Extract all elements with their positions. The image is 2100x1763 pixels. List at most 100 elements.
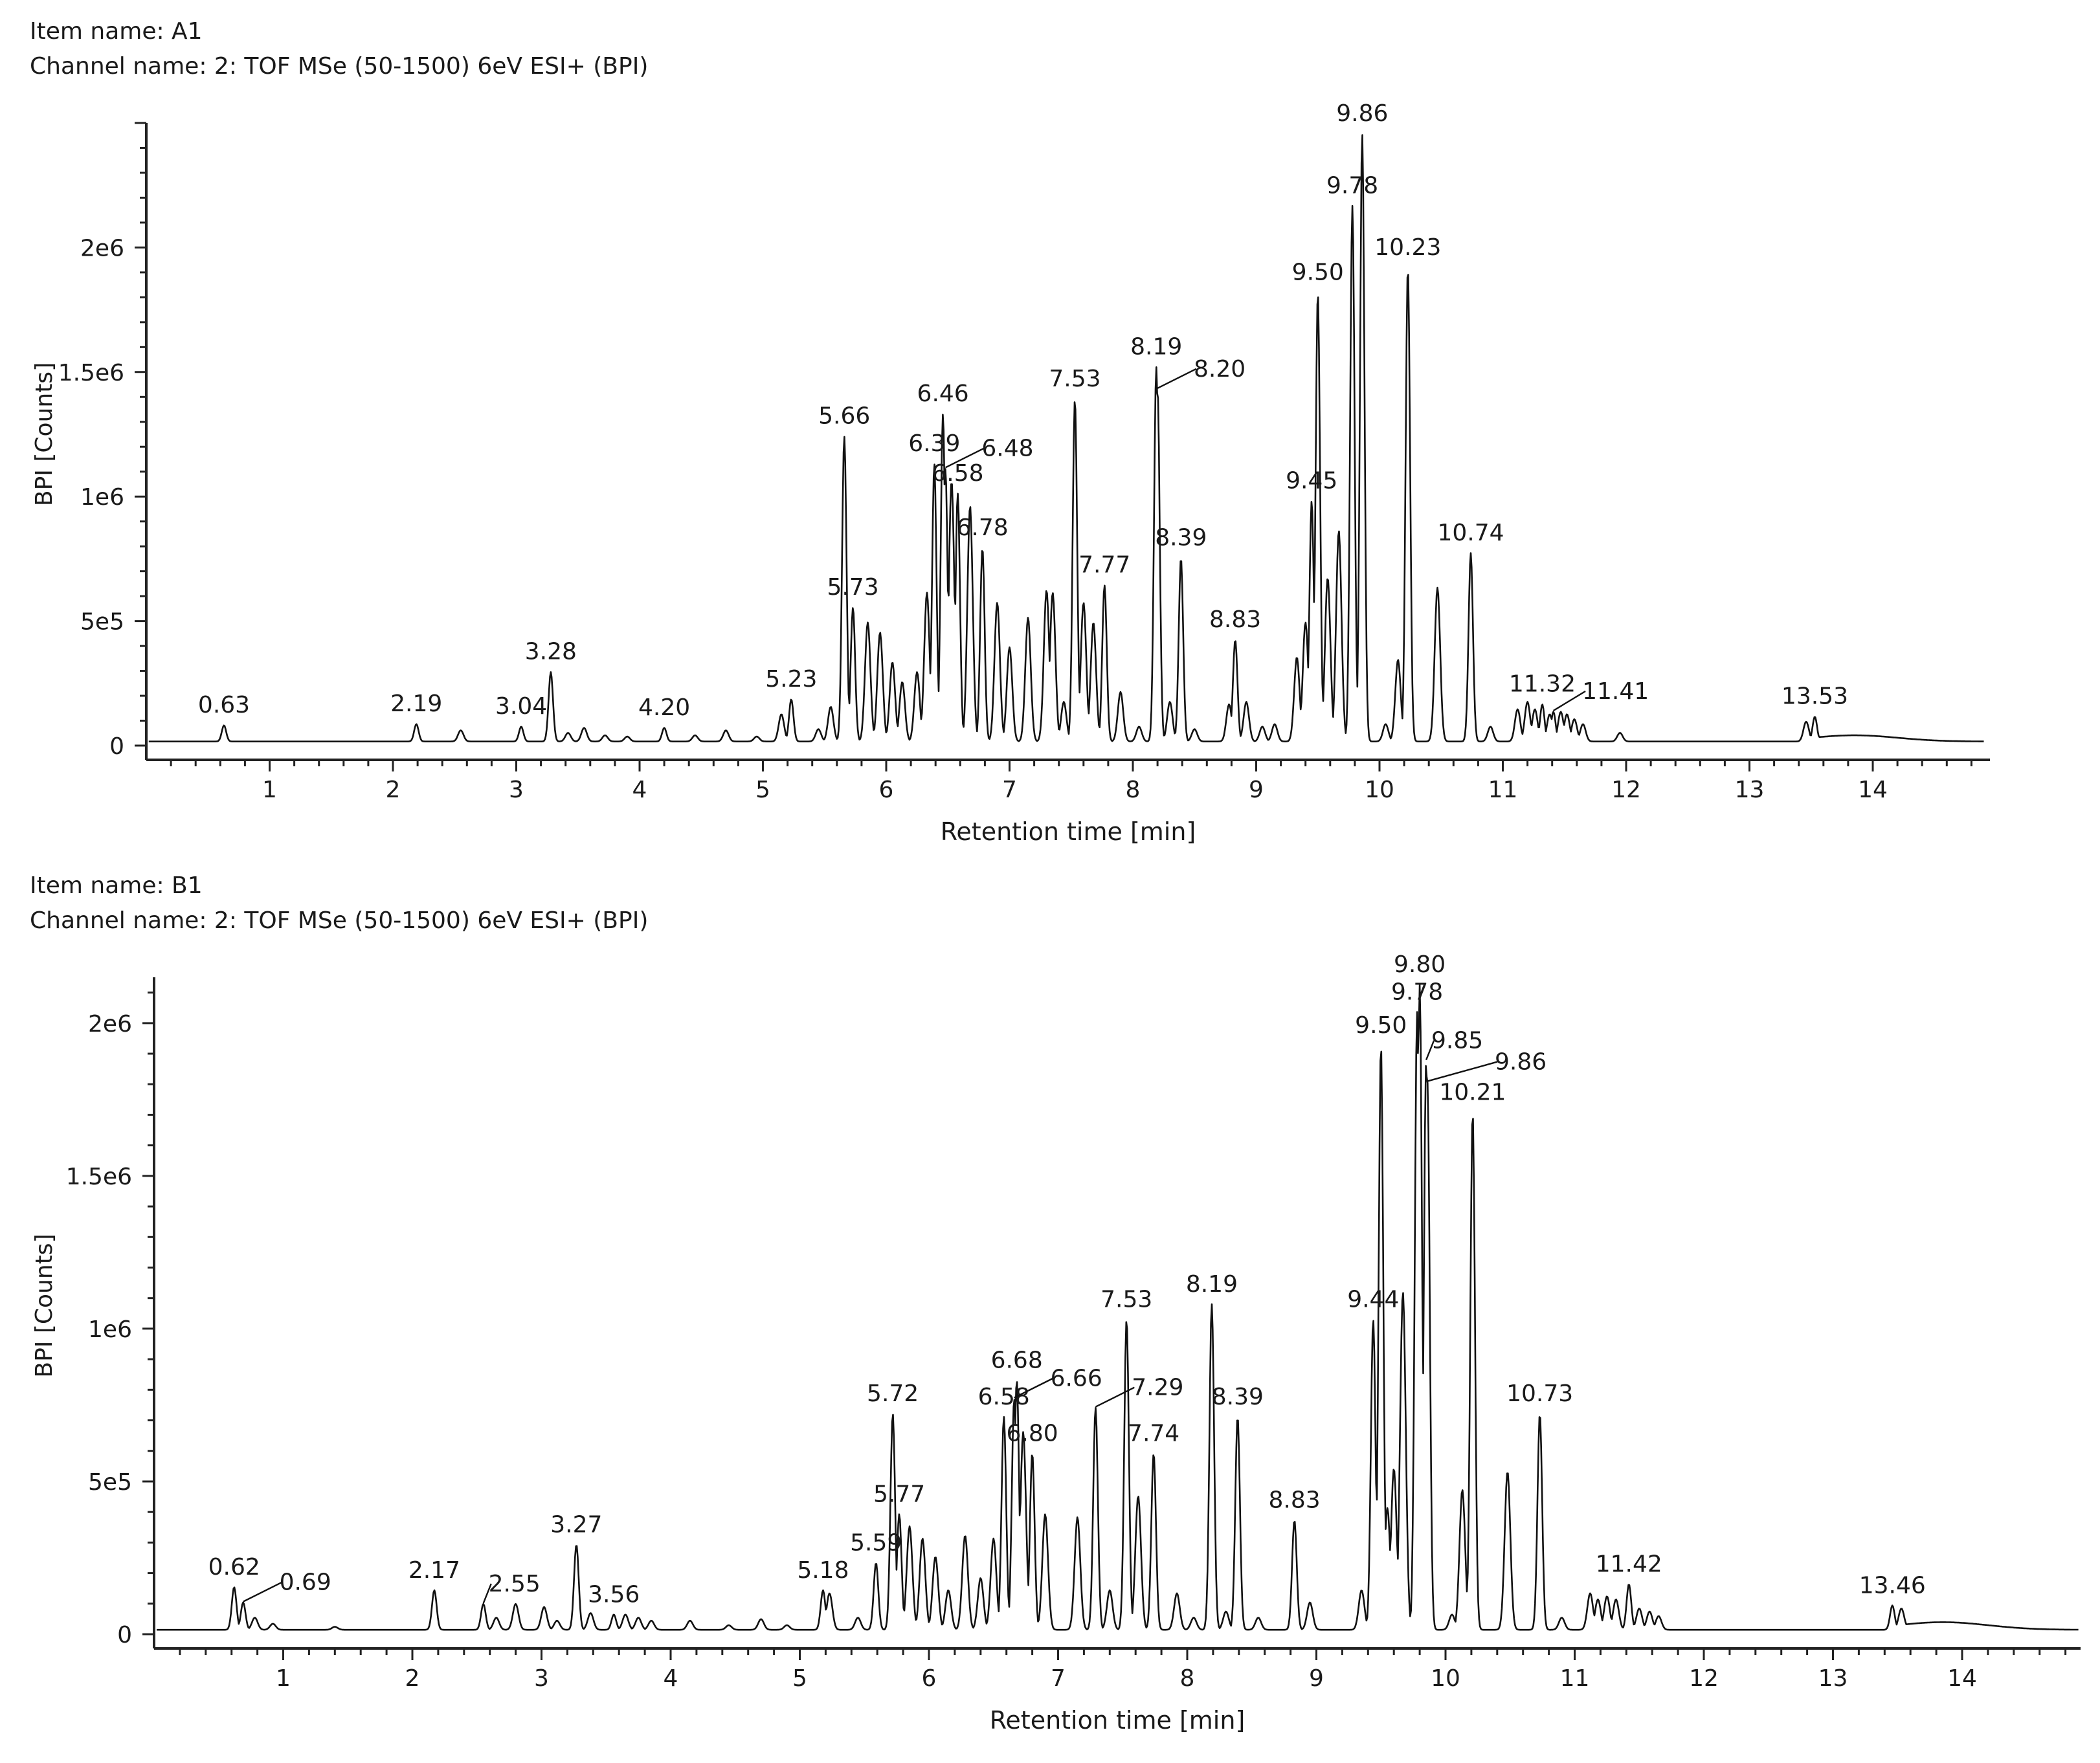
peak-label: 9.44 <box>1347 1286 1399 1313</box>
peak-label: 6.58 <box>978 1384 1030 1410</box>
x-tick-label: 7 <box>1051 1665 1066 1692</box>
peak-label: 0.62 <box>208 1554 260 1580</box>
peak-label: 2.19 <box>390 691 442 717</box>
peak-label: 7.53 <box>1049 366 1100 392</box>
peak-label: 5.77 <box>873 1481 925 1507</box>
x-tick-label: 12 <box>1689 1665 1719 1692</box>
x-tick-label: 11 <box>1488 777 1518 803</box>
peak-label: 8.39 <box>1155 524 1207 551</box>
y-axis-label: BPI [Counts] <box>31 1234 58 1377</box>
peak-label-leader <box>1095 1386 1135 1408</box>
peak-label-leader <box>1014 1377 1054 1399</box>
channel-name-a1: Channel name: 2: TOF MSe (50-1500) 6eV E… <box>30 53 649 80</box>
peak-label-leader <box>482 1583 492 1604</box>
peak-label: 0.69 <box>280 1569 331 1596</box>
peak-label-leader <box>243 1581 283 1602</box>
peak-label: 3.27 <box>550 1511 602 1538</box>
peak-label: 9.45 <box>1286 467 1337 494</box>
x-tick-label: 14 <box>1858 777 1888 803</box>
y-tick-label: 0 <box>117 1622 132 1648</box>
peak-label: 11.42 <box>1596 1551 1662 1577</box>
x-tick-label: 6 <box>879 777 894 803</box>
item-name-b1: Item name: B1 <box>30 872 203 899</box>
bpi-trace <box>157 984 2079 1631</box>
x-tick-label: 13 <box>1735 777 1765 803</box>
channel-name-b1: Channel name: 2: TOF MSe (50-1500) 6eV E… <box>30 907 649 934</box>
x-tick-label: 14 <box>1947 1665 1977 1692</box>
x-tick-label: 2 <box>405 1665 420 1692</box>
x-tick-label: 4 <box>664 1665 678 1692</box>
x-tick-label: 1 <box>276 1665 291 1692</box>
peak-label-leader <box>1157 368 1197 389</box>
peak-label: 11.41 <box>1582 678 1649 705</box>
x-tick-label: 5 <box>755 777 770 803</box>
x-tick-label: 13 <box>1818 1665 1848 1692</box>
y-tick-label: 2e6 <box>88 1011 132 1037</box>
x-axis-label: Retention time [min] <box>990 1706 1245 1735</box>
peak-label: 9.50 <box>1355 1012 1407 1039</box>
peak-label: 0.63 <box>198 692 250 718</box>
y-axis-label: BPI [Counts] <box>31 362 58 506</box>
peak-label: 9.86 <box>1495 1049 1547 1076</box>
x-tick-label: 4 <box>632 777 647 803</box>
peak-label: 3.28 <box>525 639 577 665</box>
peak-label: 9.78 <box>1391 979 1443 1005</box>
x-tick-label: 2 <box>386 777 401 803</box>
peak-label: 5.72 <box>867 1380 919 1407</box>
peak-label: 7.53 <box>1100 1286 1152 1313</box>
peak-label-leader <box>1425 1040 1435 1061</box>
peak-label: 10.21 <box>1439 1080 1506 1106</box>
peak-label: 6.68 <box>991 1347 1043 1373</box>
peak-label-leader <box>1427 1061 1498 1082</box>
peak-label: 10.74 <box>1437 520 1504 546</box>
x-tick-label: 6 <box>922 1665 937 1692</box>
peak-label: 8.39 <box>1212 1384 1264 1410</box>
bpi-trace <box>148 134 1984 742</box>
x-tick-label: 5 <box>792 1665 807 1692</box>
peak-label: 13.46 <box>1859 1572 1926 1599</box>
peak-label: 6.48 <box>981 435 1033 461</box>
y-tick-label: 0 <box>109 733 124 760</box>
peak-label: 10.23 <box>1374 234 1441 261</box>
x-tick-label: 12 <box>1611 777 1641 803</box>
peak-label: 6.66 <box>1051 1366 1102 1392</box>
y-tick-label: 5e5 <box>80 609 124 636</box>
peak-label: 10.73 <box>1506 1380 1573 1407</box>
x-tick-label: 1 <box>262 777 277 803</box>
x-tick-label: 8 <box>1126 777 1141 803</box>
peak-label: 9.50 <box>1292 259 1344 285</box>
y-tick-label: 1e6 <box>88 1316 132 1343</box>
x-tick-label: 3 <box>509 777 524 803</box>
peak-label: 5.73 <box>827 574 878 601</box>
peak-label: 11.32 <box>1509 671 1576 698</box>
x-tick-label: 11 <box>1560 1665 1590 1692</box>
peak-label: 5.66 <box>818 403 870 430</box>
peak-label: 7.29 <box>1132 1375 1183 1401</box>
peak-label: 6.58 <box>932 460 983 487</box>
x-tick-label: 8 <box>1180 1665 1195 1692</box>
peak-label-leader <box>1552 690 1586 712</box>
peak-label: 7.77 <box>1078 552 1130 579</box>
peak-label: 4.20 <box>638 694 690 721</box>
peak-label: 8.19 <box>1186 1271 1238 1298</box>
peak-label: 5.59 <box>850 1530 902 1557</box>
x-tick-label: 9 <box>1309 1665 1324 1692</box>
chart-b1-header: Item name: B1 Channel name: 2: TOF MSe (… <box>30 869 648 938</box>
peak-label: 5.23 <box>765 666 817 693</box>
peak-label: 9.86 <box>1336 100 1388 127</box>
y-tick-label: 1e6 <box>80 484 124 511</box>
y-tick-label: 2e6 <box>80 235 124 261</box>
peak-label: 2.17 <box>408 1557 460 1584</box>
peak-label: 8.19 <box>1130 333 1182 360</box>
peak-label: 8.83 <box>1269 1487 1321 1514</box>
peak-label: 9.78 <box>1326 172 1378 199</box>
x-tick-label: 3 <box>534 1665 549 1692</box>
chart-a1-header: Item name: A1 Channel name: 2: TOF MSe (… <box>30 14 648 84</box>
peak-label: 9.85 <box>1431 1028 1483 1054</box>
x-tick-label: 7 <box>1002 777 1017 803</box>
peak-label: 5.18 <box>797 1557 849 1584</box>
y-tick-label: 1.5e6 <box>58 360 124 386</box>
y-tick-label: 5e5 <box>88 1469 132 1496</box>
peak-label: 9.80 <box>1394 951 1446 978</box>
